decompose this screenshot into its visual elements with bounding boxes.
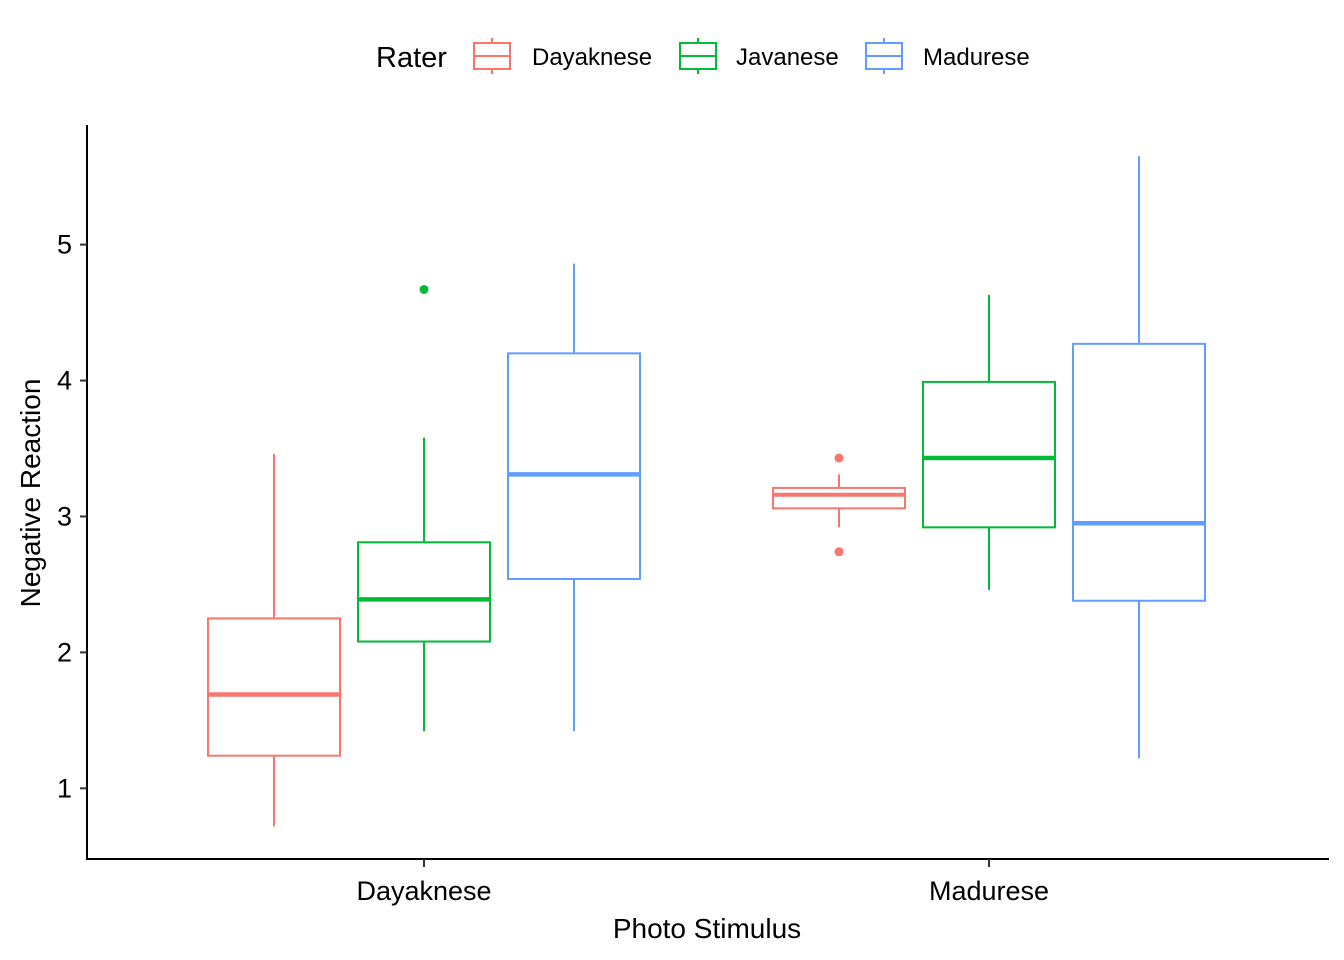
- box-iqr: [357, 541, 491, 643]
- box-dayaknese-madurese: [772, 453, 906, 557]
- legend-key-dayaknese: Dayaknese: [473, 38, 652, 74]
- box-javanese-dayaknese: [357, 284, 491, 732]
- box-iqr: [507, 352, 641, 580]
- box-madurese-dayaknese: [507, 263, 641, 732]
- y-axis-title: Negative Reaction: [15, 379, 46, 608]
- legend-key-javanese: Javanese: [679, 38, 839, 74]
- y-tick-label-4: 4: [57, 366, 72, 396]
- boxes: [207, 156, 1206, 827]
- outlier-point: [834, 547, 844, 557]
- legend-label-javanese: Javanese: [736, 44, 839, 71]
- box-javanese-madurese: [922, 294, 1056, 590]
- x-axis: Dayaknese Madurese: [86, 858, 1329, 906]
- box-madurese-madurese: [1072, 156, 1206, 759]
- box-dayaknese-dayaknese: [207, 453, 341, 827]
- x-tick-label-dayaknese: Dayaknese: [356, 876, 491, 906]
- y-tick-label-5: 5: [57, 230, 72, 260]
- legend-keys: Dayaknese Javanese Madurese: [473, 38, 1030, 74]
- legend-title: Rater: [376, 42, 447, 74]
- legend-key-madurese: Madurese: [865, 38, 1030, 74]
- legend-label-dayaknese: Dayaknese: [532, 44, 652, 71]
- box-iqr: [1072, 342, 1206, 602]
- y-axis: 1 2 3 4 5: [57, 125, 88, 860]
- x-axis-title: Photo Stimulus: [613, 913, 801, 944]
- box-iqr: [772, 486, 906, 510]
- box-iqr: [207, 617, 341, 757]
- plot-area: [207, 156, 1206, 827]
- y-tick-label-2: 2: [57, 637, 72, 667]
- y-tick-label-3: 3: [57, 501, 72, 531]
- legend: Rater Dayaknese Javanese Madurese: [376, 38, 1030, 74]
- y-tick-label-1: 1: [57, 773, 72, 803]
- outlier-point: [419, 284, 429, 294]
- y-ticks: 1 2 3 4 5: [57, 230, 87, 803]
- box-iqr: [922, 380, 1056, 529]
- x-ticks: Dayaknese Madurese: [356, 859, 1049, 906]
- x-tick-label-madurese: Madurese: [929, 876, 1049, 906]
- legend-label-madurese: Madurese: [923, 44, 1030, 71]
- outlier-point: [834, 453, 844, 463]
